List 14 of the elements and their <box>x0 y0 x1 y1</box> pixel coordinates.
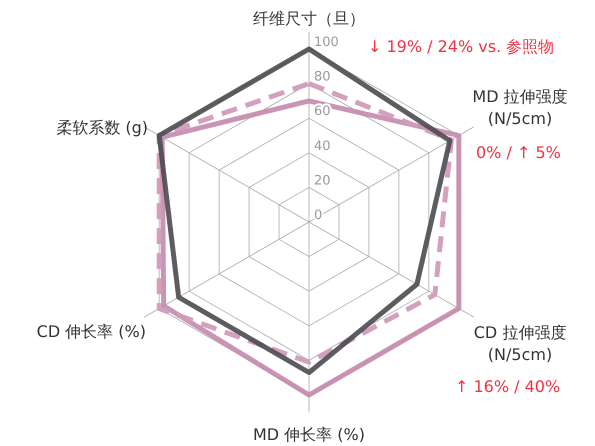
y-tick-label: 40 <box>314 138 331 154</box>
y-tick-label: 20 <box>314 173 331 188</box>
spoke-label: 柔软系数 (g) <box>56 118 148 137</box>
text: 0% / ↑ 5% <box>476 143 561 162</box>
text: ↓ 19% / 24% vs. 参照物 <box>368 37 554 56</box>
text: ↑ 16% / 40% <box>455 377 560 396</box>
spoke-label: MD 伸长率 (%) <box>253 425 365 444</box>
y-tick-label: 100 <box>314 35 339 50</box>
spoke-label: CD 伸长率 (%) <box>36 322 146 341</box>
y-tick-label: 60 <box>314 104 331 120</box>
spoke-label: 纤维尺寸（旦） <box>253 9 365 28</box>
y-tick-label: 80 <box>314 70 331 85</box>
spoke-label: MD 拉伸强度 (N/5cm) <box>472 87 568 128</box>
spoke-label: CD 拉伸强度 (N/5cm) <box>474 323 566 364</box>
